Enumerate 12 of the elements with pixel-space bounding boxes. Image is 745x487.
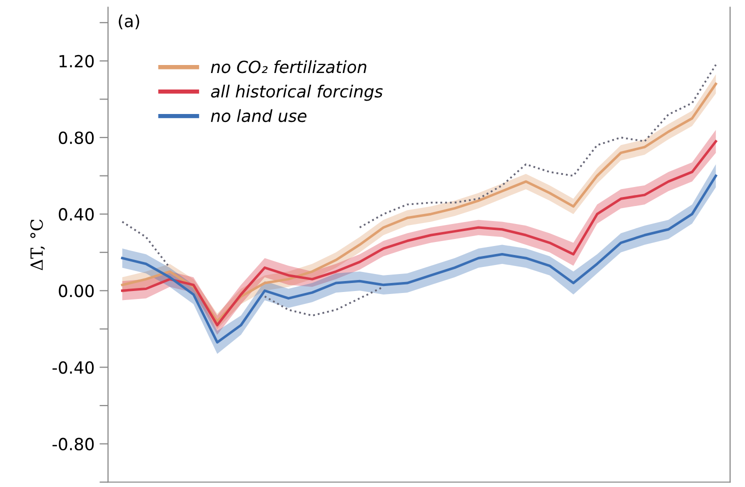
y-tick-label: 1.20: [60, 54, 94, 68]
y-tick-label: 0.00: [58, 284, 94, 298]
legend-label: no CO₂ fertilization: [210, 60, 366, 74]
legend-label: all historical forcings: [211, 84, 383, 101]
annotation: (a): [118, 14, 140, 30]
line-series: [264, 286, 384, 316]
y-tick-label: -0.80: [52, 438, 94, 450]
y-tick-label: 0.80: [58, 131, 94, 144]
y-tick-label: -0.40: [52, 361, 94, 374]
legend-label: no land use: [210, 109, 306, 122]
y-tick-label: 0.40: [58, 208, 94, 221]
y-axis-title: ΔT, °C: [30, 220, 45, 270]
